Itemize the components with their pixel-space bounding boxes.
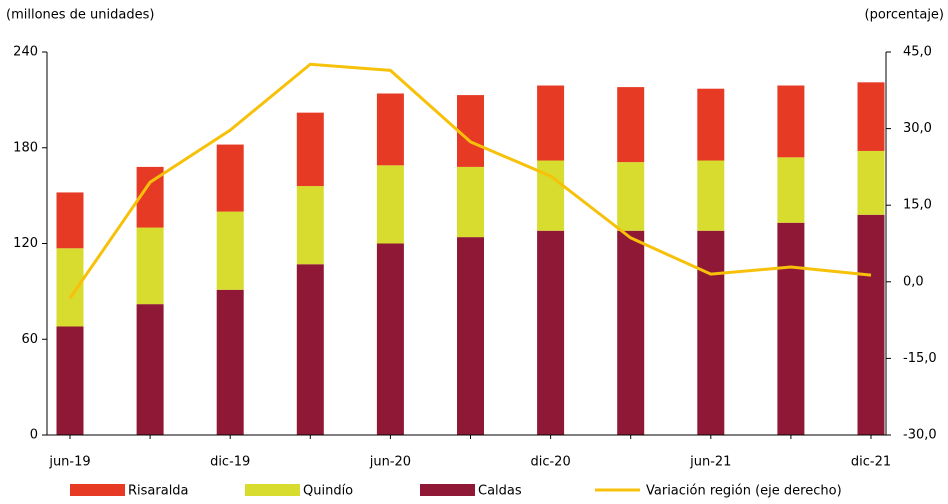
bar-segment (56, 248, 84, 327)
bar-segment (697, 88, 725, 161)
bar-segment (216, 144, 244, 212)
y2-tick-label: 0,0 (903, 274, 924, 289)
bar-segment (216, 289, 244, 435)
legend-label: Variación región (eje derecho) (646, 484, 842, 499)
y-tick-label: 120 (13, 236, 38, 251)
legend-label: Quindío (303, 484, 353, 499)
bar-segment (457, 237, 484, 435)
bar-segment (857, 214, 885, 435)
bar-segment (376, 165, 404, 244)
y2-tick-label: 15,0 (903, 198, 932, 213)
bar-segment (216, 211, 244, 290)
y2-tick-label: 45,0 (903, 45, 932, 60)
bar-segment (537, 230, 565, 435)
legend-swatch (420, 484, 475, 496)
bar-segment (136, 227, 164, 305)
y-axis-label: (millones de unidades) (6, 8, 154, 23)
y-tick-label: 0 (30, 428, 38, 443)
bar-segment (617, 230, 645, 435)
bar-segment (857, 82, 885, 151)
bar-segment (617, 162, 645, 231)
bar-segment (296, 186, 324, 265)
bar-segment (857, 150, 885, 215)
y2-tick-label: -30,0 (903, 428, 937, 443)
x-tick-label: jun-19 (48, 455, 90, 470)
bar-segment (376, 93, 404, 166)
y2-tick-label: -15,0 (903, 351, 937, 366)
legend-label: Risaralda (128, 484, 189, 499)
legend-swatch (245, 484, 300, 496)
x-tick-label: dic-20 (530, 455, 570, 470)
bar-segment (537, 85, 565, 161)
y2-tick-label: 30,0 (903, 121, 932, 136)
bar-segment (777, 157, 805, 223)
bar-segment (296, 112, 324, 187)
bar-segment (56, 326, 84, 435)
bar-segment (457, 166, 484, 238)
x-tick-label: jun-20 (369, 455, 411, 470)
y2-axis-label: (porcentaje) (865, 8, 944, 23)
bar-segment (617, 87, 645, 163)
bar-segment (697, 230, 725, 435)
bar-segment (697, 160, 725, 231)
bar-segment (136, 304, 164, 435)
legend-swatch (70, 484, 125, 496)
x-tick-label: dic-19 (210, 455, 250, 470)
line-series (68, 62, 872, 299)
x-tick-label: dic-21 (851, 455, 891, 470)
bar-segment (457, 95, 484, 167)
bar-segment (56, 192, 84, 249)
y-tick-label: 180 (13, 140, 38, 155)
bar-segment (777, 85, 805, 158)
bar-segment (376, 243, 404, 435)
bar-segment (296, 264, 324, 435)
y-tick-label: 60 (21, 332, 38, 347)
bar-segment (777, 222, 805, 435)
y-tick-label: 240 (13, 45, 38, 60)
legend-label: Caldas (478, 484, 522, 499)
x-tick-label: jun-21 (689, 455, 731, 470)
